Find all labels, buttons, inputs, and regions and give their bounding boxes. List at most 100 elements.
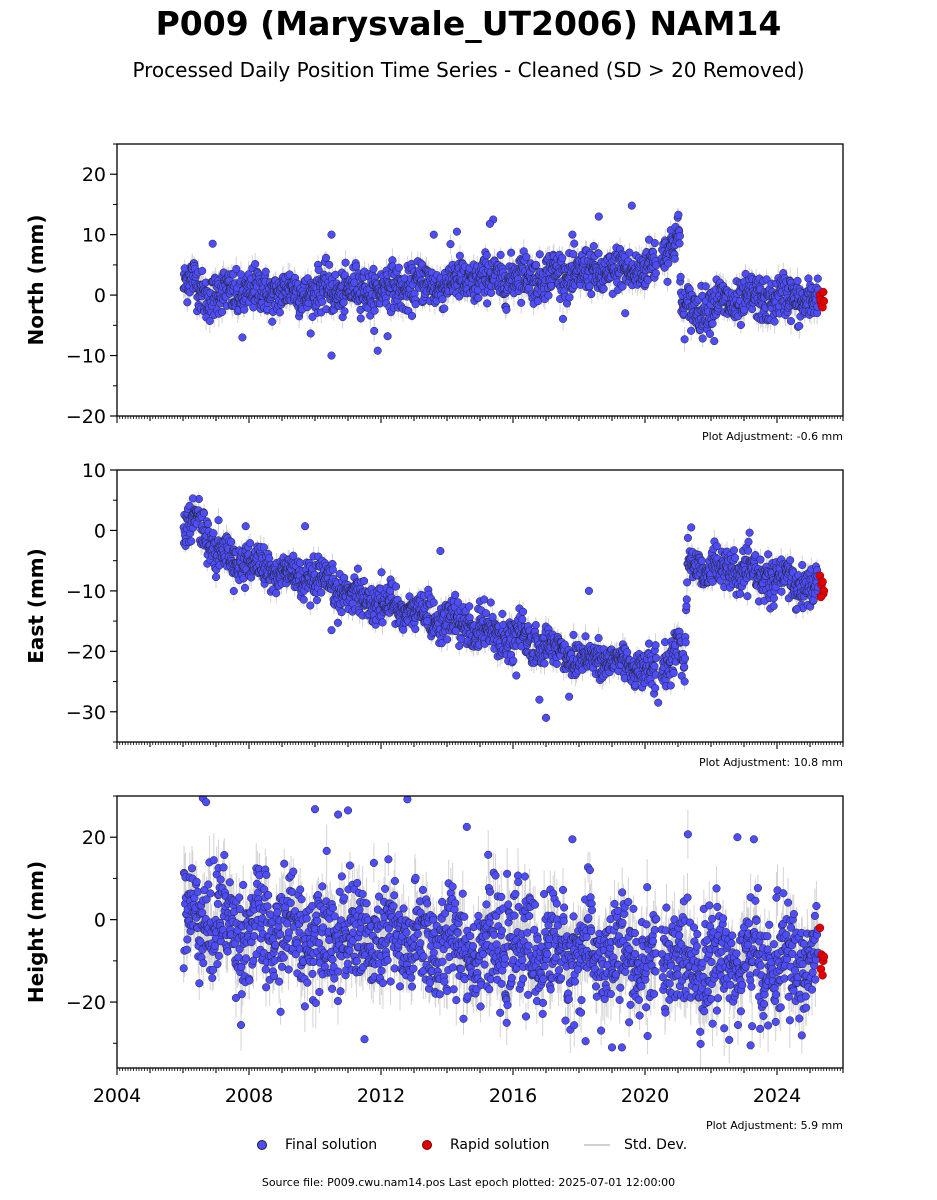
final-point (682, 595, 691, 604)
final-point (705, 329, 715, 338)
final-point (623, 648, 632, 657)
final-point (589, 242, 598, 251)
final-point (272, 589, 281, 598)
final-point (179, 964, 188, 973)
final-point (701, 282, 710, 291)
final-point (378, 618, 387, 627)
final-point (333, 996, 342, 1006)
final-point (389, 901, 398, 911)
final-point (284, 965, 293, 974)
final-point (446, 240, 455, 249)
panel-2: 10 0 −10 −20 −30 East (mm) Plot Adjustment: 10… (24, 460, 844, 769)
final-point (744, 537, 753, 546)
final-point (618, 282, 627, 291)
final-point-outlier (423, 617, 432, 626)
final-point (751, 551, 760, 560)
final-point (370, 306, 379, 315)
final-point-outlier (188, 494, 197, 503)
final-point (438, 957, 447, 966)
final-point (455, 251, 464, 260)
final-point (240, 305, 249, 314)
y-tick-label: 20 (82, 164, 106, 186)
final-point (356, 314, 365, 323)
final-point (680, 662, 689, 671)
final-point (199, 959, 208, 968)
final-point (650, 662, 659, 671)
final-point (487, 288, 496, 297)
final-point (313, 916, 322, 925)
final-point-outlier (565, 692, 574, 701)
final-point (517, 298, 526, 307)
final-point-outlier (594, 212, 603, 221)
final-point (507, 248, 516, 257)
final-point (744, 546, 753, 555)
final-point (273, 908, 282, 917)
y-tick-label: 0 (94, 285, 106, 307)
plot-adjustment-label: Plot Adjustment: -0.6 mm (702, 430, 843, 443)
final-point (204, 880, 213, 889)
final-point-outlier (327, 351, 336, 360)
final-point (435, 990, 444, 999)
final-point (183, 298, 192, 307)
final-point (697, 556, 707, 565)
final-point (460, 912, 469, 921)
final-point (423, 899, 432, 908)
final-point (809, 596, 818, 605)
final-point (560, 640, 569, 649)
final-point (219, 863, 228, 872)
rapid-solution-1 (815, 287, 829, 312)
final-point (458, 889, 467, 898)
final-point-outlier (327, 626, 336, 635)
final-point (544, 291, 553, 300)
final-point-outlier (383, 332, 392, 341)
y-tick-label: 10 (82, 460, 106, 482)
final-point-outlier (710, 336, 719, 346)
final-point (418, 885, 427, 894)
final-point (262, 983, 271, 992)
final-point-outlier (485, 219, 494, 228)
final-point (229, 586, 238, 596)
final-point (377, 568, 386, 577)
final-point (271, 940, 280, 949)
final-point (599, 284, 608, 293)
final-point (328, 955, 337, 964)
final-point (407, 311, 417, 320)
final-point (225, 878, 234, 887)
final-point (333, 618, 342, 627)
final-point (334, 967, 343, 976)
final-point (569, 250, 578, 259)
final-point (246, 539, 255, 548)
final-point (321, 253, 331, 262)
final-point (452, 996, 461, 1005)
final-point (429, 948, 438, 957)
final-point (485, 985, 494, 994)
final-point-outlier (627, 201, 636, 210)
final-point (340, 307, 349, 316)
final-point (504, 900, 513, 909)
final-point (631, 680, 640, 690)
final-point (448, 963, 458, 972)
final-point (480, 595, 489, 604)
final-point (651, 269, 660, 278)
final-point (708, 577, 717, 586)
final-point (289, 551, 298, 560)
final-point (239, 880, 248, 889)
final-point (756, 555, 765, 564)
final-point (394, 263, 403, 272)
final-point (308, 969, 317, 978)
final-point-outlier (687, 523, 696, 532)
final-point (492, 940, 501, 949)
final-point (209, 965, 218, 975)
final-point (769, 594, 778, 603)
y-tick-label: 10 (82, 225, 106, 247)
final-point (325, 260, 334, 269)
final-point (286, 898, 295, 907)
final-point (476, 1002, 485, 1011)
final-point (708, 319, 717, 328)
final-point (330, 912, 339, 921)
final-point-outlier (769, 601, 778, 611)
final-point (669, 668, 678, 678)
final-point (369, 858, 378, 867)
final-point (497, 892, 506, 901)
